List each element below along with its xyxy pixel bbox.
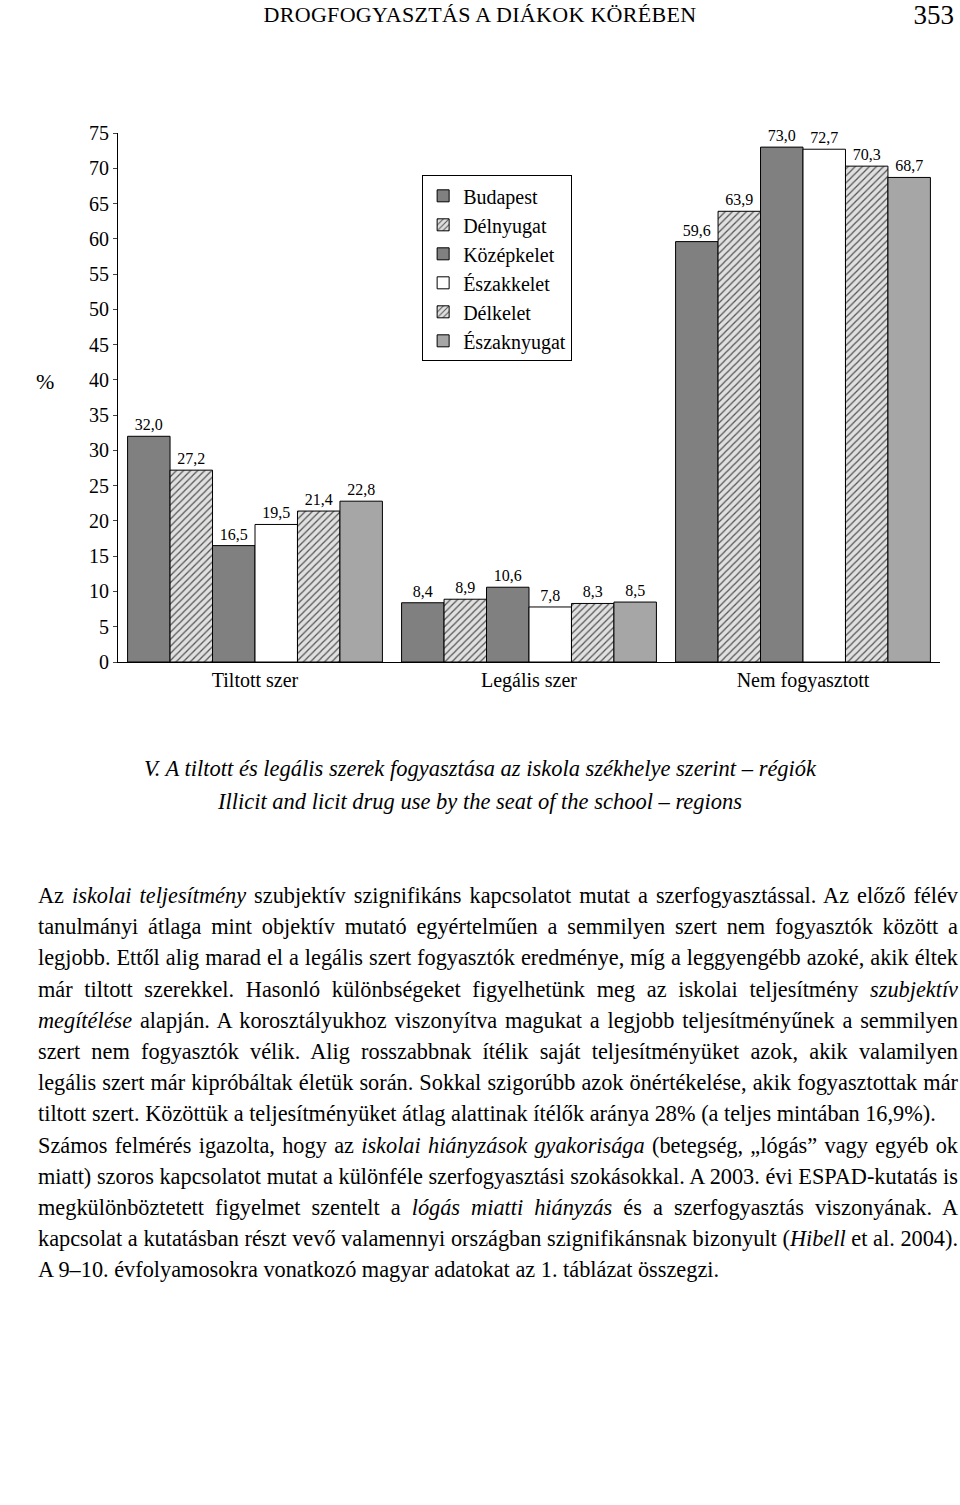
svg-text:8,4: 8,4 <box>413 583 433 600</box>
svg-text:Nem fogyasztott: Nem fogyasztott <box>737 669 870 692</box>
svg-text:22,8: 22,8 <box>347 481 375 498</box>
svg-text:32,0: 32,0 <box>135 416 163 433</box>
svg-text:65: 65 <box>89 193 109 215</box>
svg-text:68,7: 68,7 <box>895 157 923 174</box>
svg-text:0: 0 <box>99 651 109 673</box>
svg-text:70,3: 70,3 <box>853 146 881 163</box>
svg-text:72,7: 72,7 <box>810 129 838 146</box>
svg-text:21,4: 21,4 <box>305 491 333 508</box>
svg-text:%: % <box>36 369 54 394</box>
svg-text:15: 15 <box>89 545 109 567</box>
svg-text:70: 70 <box>89 157 109 179</box>
svg-text:Legális szer: Legális szer <box>481 669 577 692</box>
html-text:V. A tiltott és legális szerek: V. A tiltott és legális szerek fogyasztá… <box>143 756 817 781</box>
svg-text:Délkelet: Délkelet <box>463 302 531 324</box>
svg-text:75: 75 <box>89 122 109 144</box>
svg-text:55: 55 <box>89 263 109 285</box>
svg-text:10,6: 10,6 <box>494 567 522 584</box>
svg-text:7,8: 7,8 <box>540 587 560 604</box>
svg-text:16,5: 16,5 <box>220 526 248 543</box>
svg-text:27,2: 27,2 <box>177 450 205 467</box>
svg-text:5: 5 <box>99 616 109 638</box>
svg-text:Délnyugat: Délnyugat <box>463 215 547 238</box>
svg-text:45: 45 <box>89 334 109 356</box>
html-text:353: 353 <box>913 0 954 30</box>
html-text:Illicit and licit drug use by: Illicit and licit drug use by the seat o… <box>218 789 742 814</box>
html-text:Az iskolai teljesítmény szubje: Az iskolai teljesítmény szubjektív szign… <box>38 883 958 1127</box>
svg-text:Budapest: Budapest <box>463 186 538 209</box>
svg-text:30: 30 <box>89 439 109 461</box>
svg-text:Északnyugat: Északnyugat <box>463 331 566 354</box>
svg-text:8,3: 8,3 <box>583 583 603 600</box>
svg-text:73,0: 73,0 <box>768 127 796 144</box>
svg-text:40: 40 <box>89 369 109 391</box>
svg-text:25: 25 <box>89 475 109 497</box>
html-text:Számos felmérés igazolta, hogy: Számos felmérés igazolta, hogy az iskola… <box>38 1132 958 1283</box>
svg-text:63,9: 63,9 <box>725 191 753 208</box>
svg-text:60: 60 <box>89 228 109 250</box>
html-text:DROGFOGYASZTÁS A DIÁKOK KÖRÉBE: DROGFOGYASZTÁS A DIÁKOK KÖRÉBEN <box>263 2 697 27</box>
svg-text:8,9: 8,9 <box>455 579 475 596</box>
svg-text:10: 10 <box>89 580 109 602</box>
svg-text:Északkelet: Északkelet <box>463 273 550 295</box>
svg-text:Tiltott szer: Tiltott szer <box>212 669 299 691</box>
svg-text:59,6: 59,6 <box>683 222 711 239</box>
svg-text:Középkelet: Középkelet <box>463 244 555 267</box>
svg-text:20: 20 <box>89 510 109 532</box>
svg-text:35: 35 <box>89 404 109 426</box>
svg-text:50: 50 <box>89 298 109 320</box>
svg-text:8,5: 8,5 <box>625 582 645 599</box>
svg-text:19,5: 19,5 <box>262 504 290 521</box>
